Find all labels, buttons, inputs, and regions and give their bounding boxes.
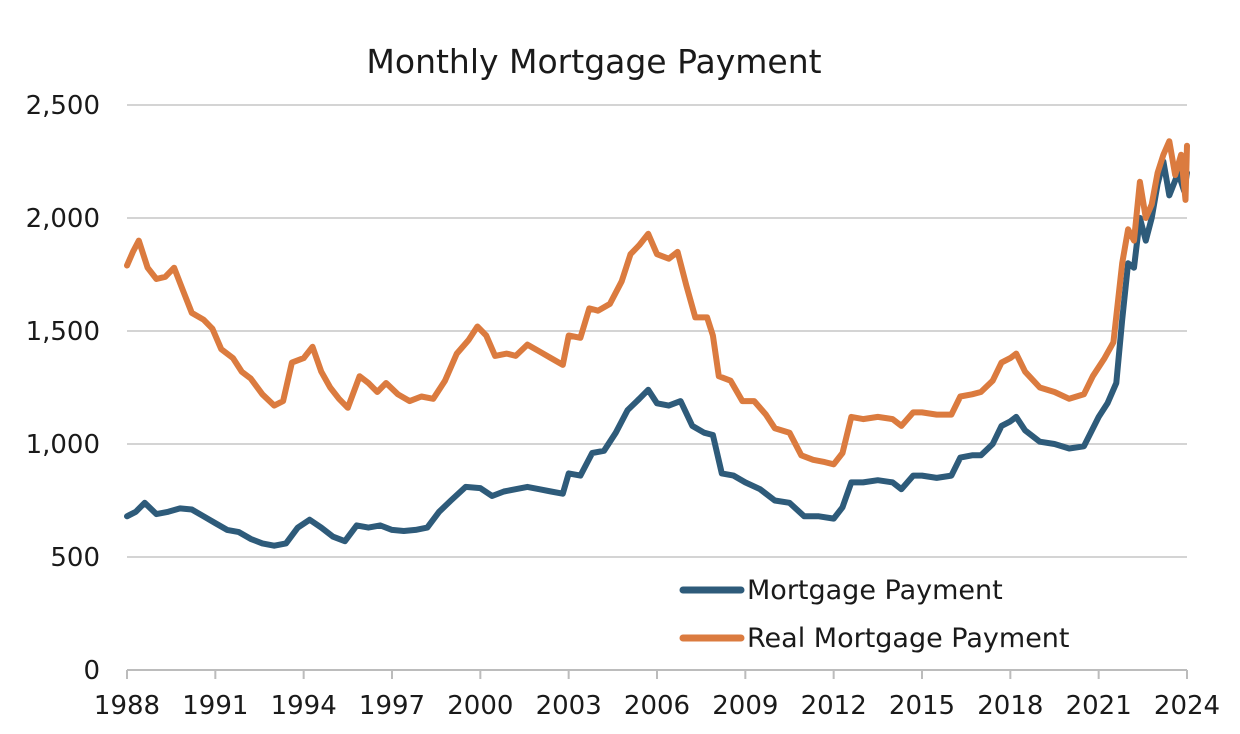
y-axis-ticks: 0 500 1,000 1,500 2,000 2,500 — [26, 91, 100, 686]
series-lines — [124, 138, 1190, 549]
x-tick-label: 2021 — [1066, 691, 1132, 721]
x-tick-label: 1994 — [271, 691, 337, 721]
x-tick-label: 2000 — [447, 691, 513, 721]
y-tick-label: 2,500 — [26, 91, 100, 121]
legend-label-real-mortgage-payment: Real Mortgage Payment — [747, 623, 1070, 654]
x-axis-ticks: 1988 1991 1994 1997 2000 2003 2006 2009 2012 2015… — [94, 669, 1220, 721]
y-tick-label: 1,500 — [26, 317, 100, 347]
x-tick-label: 2012 — [801, 691, 867, 721]
series-line-real-mortgage-payment — [124, 138, 1190, 468]
y-tick-label: 1,000 — [26, 430, 100, 460]
x-tick-label: 2018 — [977, 691, 1043, 721]
x-tick-label: 1991 — [182, 691, 248, 721]
x-tick-label: 1997 — [359, 691, 425, 721]
x-tick-label: 2009 — [712, 691, 778, 721]
x-tick-label: 2024 — [1154, 691, 1220, 721]
chart-title: Monthly Mortgage Payment — [366, 42, 821, 81]
y-tick-label: 2,000 — [26, 204, 100, 234]
legend-label-mortgage-payment: Mortgage Payment — [747, 575, 1003, 606]
x-tick-label: 2006 — [624, 691, 690, 721]
legend: Mortgage Payment Real Mortgage Payment — [679, 575, 1070, 654]
y-tick-label: 0 — [83, 656, 100, 686]
x-tick-label: 2015 — [889, 691, 955, 721]
x-tick-label: 1988 — [94, 691, 160, 721]
x-tick-label: 2003 — [536, 691, 602, 721]
y-tick-label: 500 — [50, 543, 100, 573]
series-line-mortgage-payment — [124, 158, 1190, 549]
gridlines — [127, 104, 1187, 558]
